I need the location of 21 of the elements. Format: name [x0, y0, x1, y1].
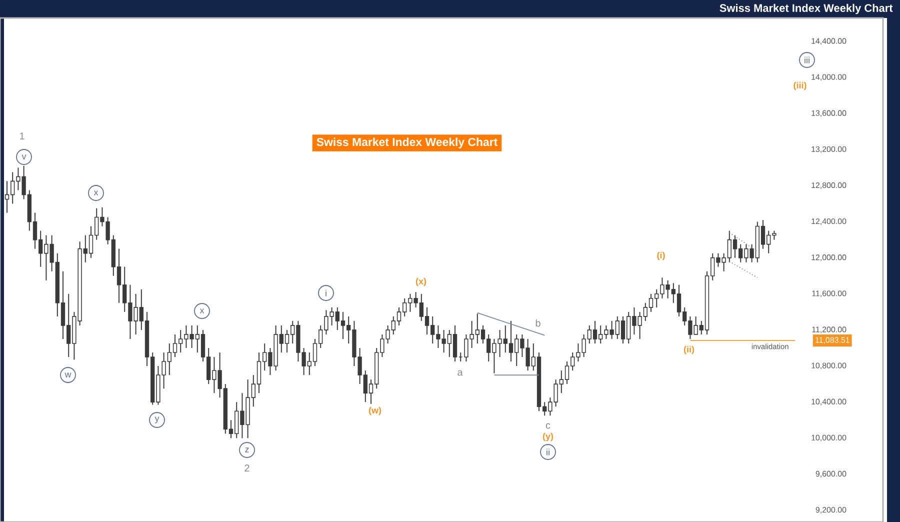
annotation: (y): [542, 432, 554, 442]
text: (iii): [794, 82, 806, 90]
annotation: (w): [368, 406, 382, 416]
annotation: (x): [416, 278, 426, 286]
annotation: c: [546, 423, 550, 429]
annotation: x: [200, 308, 204, 314]
annotation: z: [245, 448, 249, 452]
text: iii: [804, 56, 810, 64]
annotation: x: [94, 190, 98, 196]
annotation: (i): [657, 252, 665, 260]
text: Swiss Market Index Weekly Chart: [316, 138, 498, 148]
annotation: a: [458, 370, 463, 376]
annotation: y: [154, 416, 160, 424]
annotation: b: [536, 319, 540, 327]
annotation: 1: [20, 132, 24, 140]
annotation: 2: [244, 464, 250, 472]
annotation: w: [64, 372, 72, 378]
annotation: v: [22, 154, 26, 160]
text: Swiss Market Index Weekly Chart: [720, 4, 893, 14]
annotation: (ii): [684, 346, 694, 354]
annotation: ii: [546, 448, 550, 456]
